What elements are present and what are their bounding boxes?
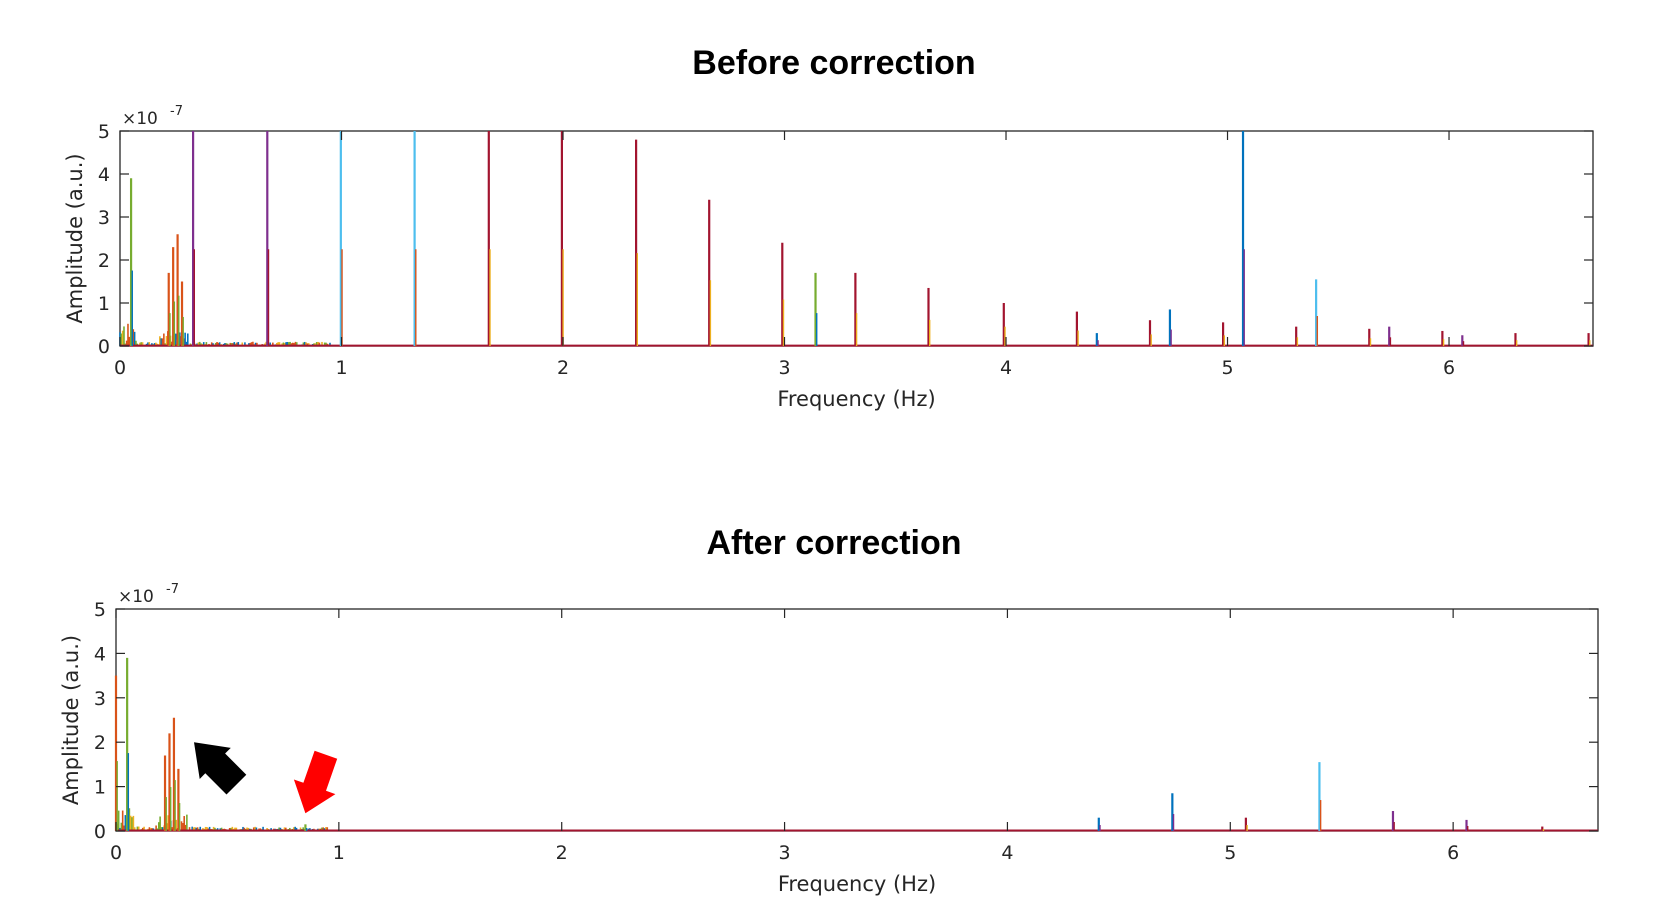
x-tick-label: 2	[556, 842, 568, 864]
x-tick-label: 4	[1000, 357, 1012, 379]
y-tick-label: 1	[98, 293, 110, 315]
y-tick-label: 2	[98, 250, 110, 272]
x-tick-label: 4	[1001, 842, 1013, 864]
y-exponent-power: -7	[170, 104, 183, 119]
ticks-group: 0 1 2 3 4 5 6 0 1 2 3 4 5	[98, 121, 1593, 379]
y-tick-label: 5	[94, 599, 106, 621]
x-tick-label: 6	[1443, 357, 1455, 379]
x-tick-label: 5	[1224, 842, 1236, 864]
y-tick-label: 0	[94, 821, 106, 843]
x-tick-label: 2	[557, 357, 569, 379]
x-axis-label: Frequency (Hz)	[778, 872, 936, 896]
x-axis-label: Frequency (Hz)	[777, 387, 935, 411]
black-arrow	[194, 742, 247, 795]
peaks-group	[129, 131, 1591, 346]
x-tick-label: 5	[1221, 357, 1233, 379]
x-tick-label: 6	[1447, 842, 1459, 864]
axes-box	[119, 130, 1594, 347]
chart-title-after: After correction	[706, 524, 962, 562]
y-tick-label: 3	[94, 688, 106, 710]
axes-box	[115, 608, 1599, 832]
plot-panel-before: 0 1 2 3 4 5 6 0 1 2 3 4 5 ×10 -7 Frequency (Hz) Amplitud…	[63, 104, 1594, 411]
y-tick-label: 2	[94, 732, 106, 754]
y-axis-label: Amplitude (a.u.)	[59, 635, 83, 805]
y-tick-label: 3	[98, 207, 110, 229]
y-tick-label: 0	[98, 336, 110, 358]
y-tick-label: 4	[94, 643, 106, 665]
chart-title-before: Before correction	[692, 44, 976, 82]
x-tick-label: 3	[779, 842, 791, 864]
y-tick-label: 4	[98, 164, 110, 186]
y-exponent-label: ×10	[122, 109, 158, 129]
plot-panel-after: 0 1 2 3 4 5 6 0 1 2 3 4 5 ×10 -7 Frequency (Hz) Amplitud…	[59, 582, 1599, 896]
y-exponent-label: ×10	[118, 587, 154, 607]
y-axis-label: Amplitude (a.u.)	[63, 153, 87, 323]
x-tick-label: 0	[110, 842, 122, 864]
red-arrow	[293, 750, 338, 814]
ticks-group: 0 1 2 3 4 5 6 0 1 2 3 4 5	[94, 599, 1598, 864]
peaks-group	[114, 657, 1545, 831]
x-tick-label: 0	[114, 357, 126, 379]
x-tick-label: 1	[335, 357, 347, 379]
y-tick-label: 5	[98, 121, 110, 143]
y-tick-label: 1	[94, 777, 106, 799]
x-tick-label: 3	[778, 357, 790, 379]
x-tick-label: 1	[333, 842, 345, 864]
y-exponent-power: -7	[166, 582, 179, 597]
